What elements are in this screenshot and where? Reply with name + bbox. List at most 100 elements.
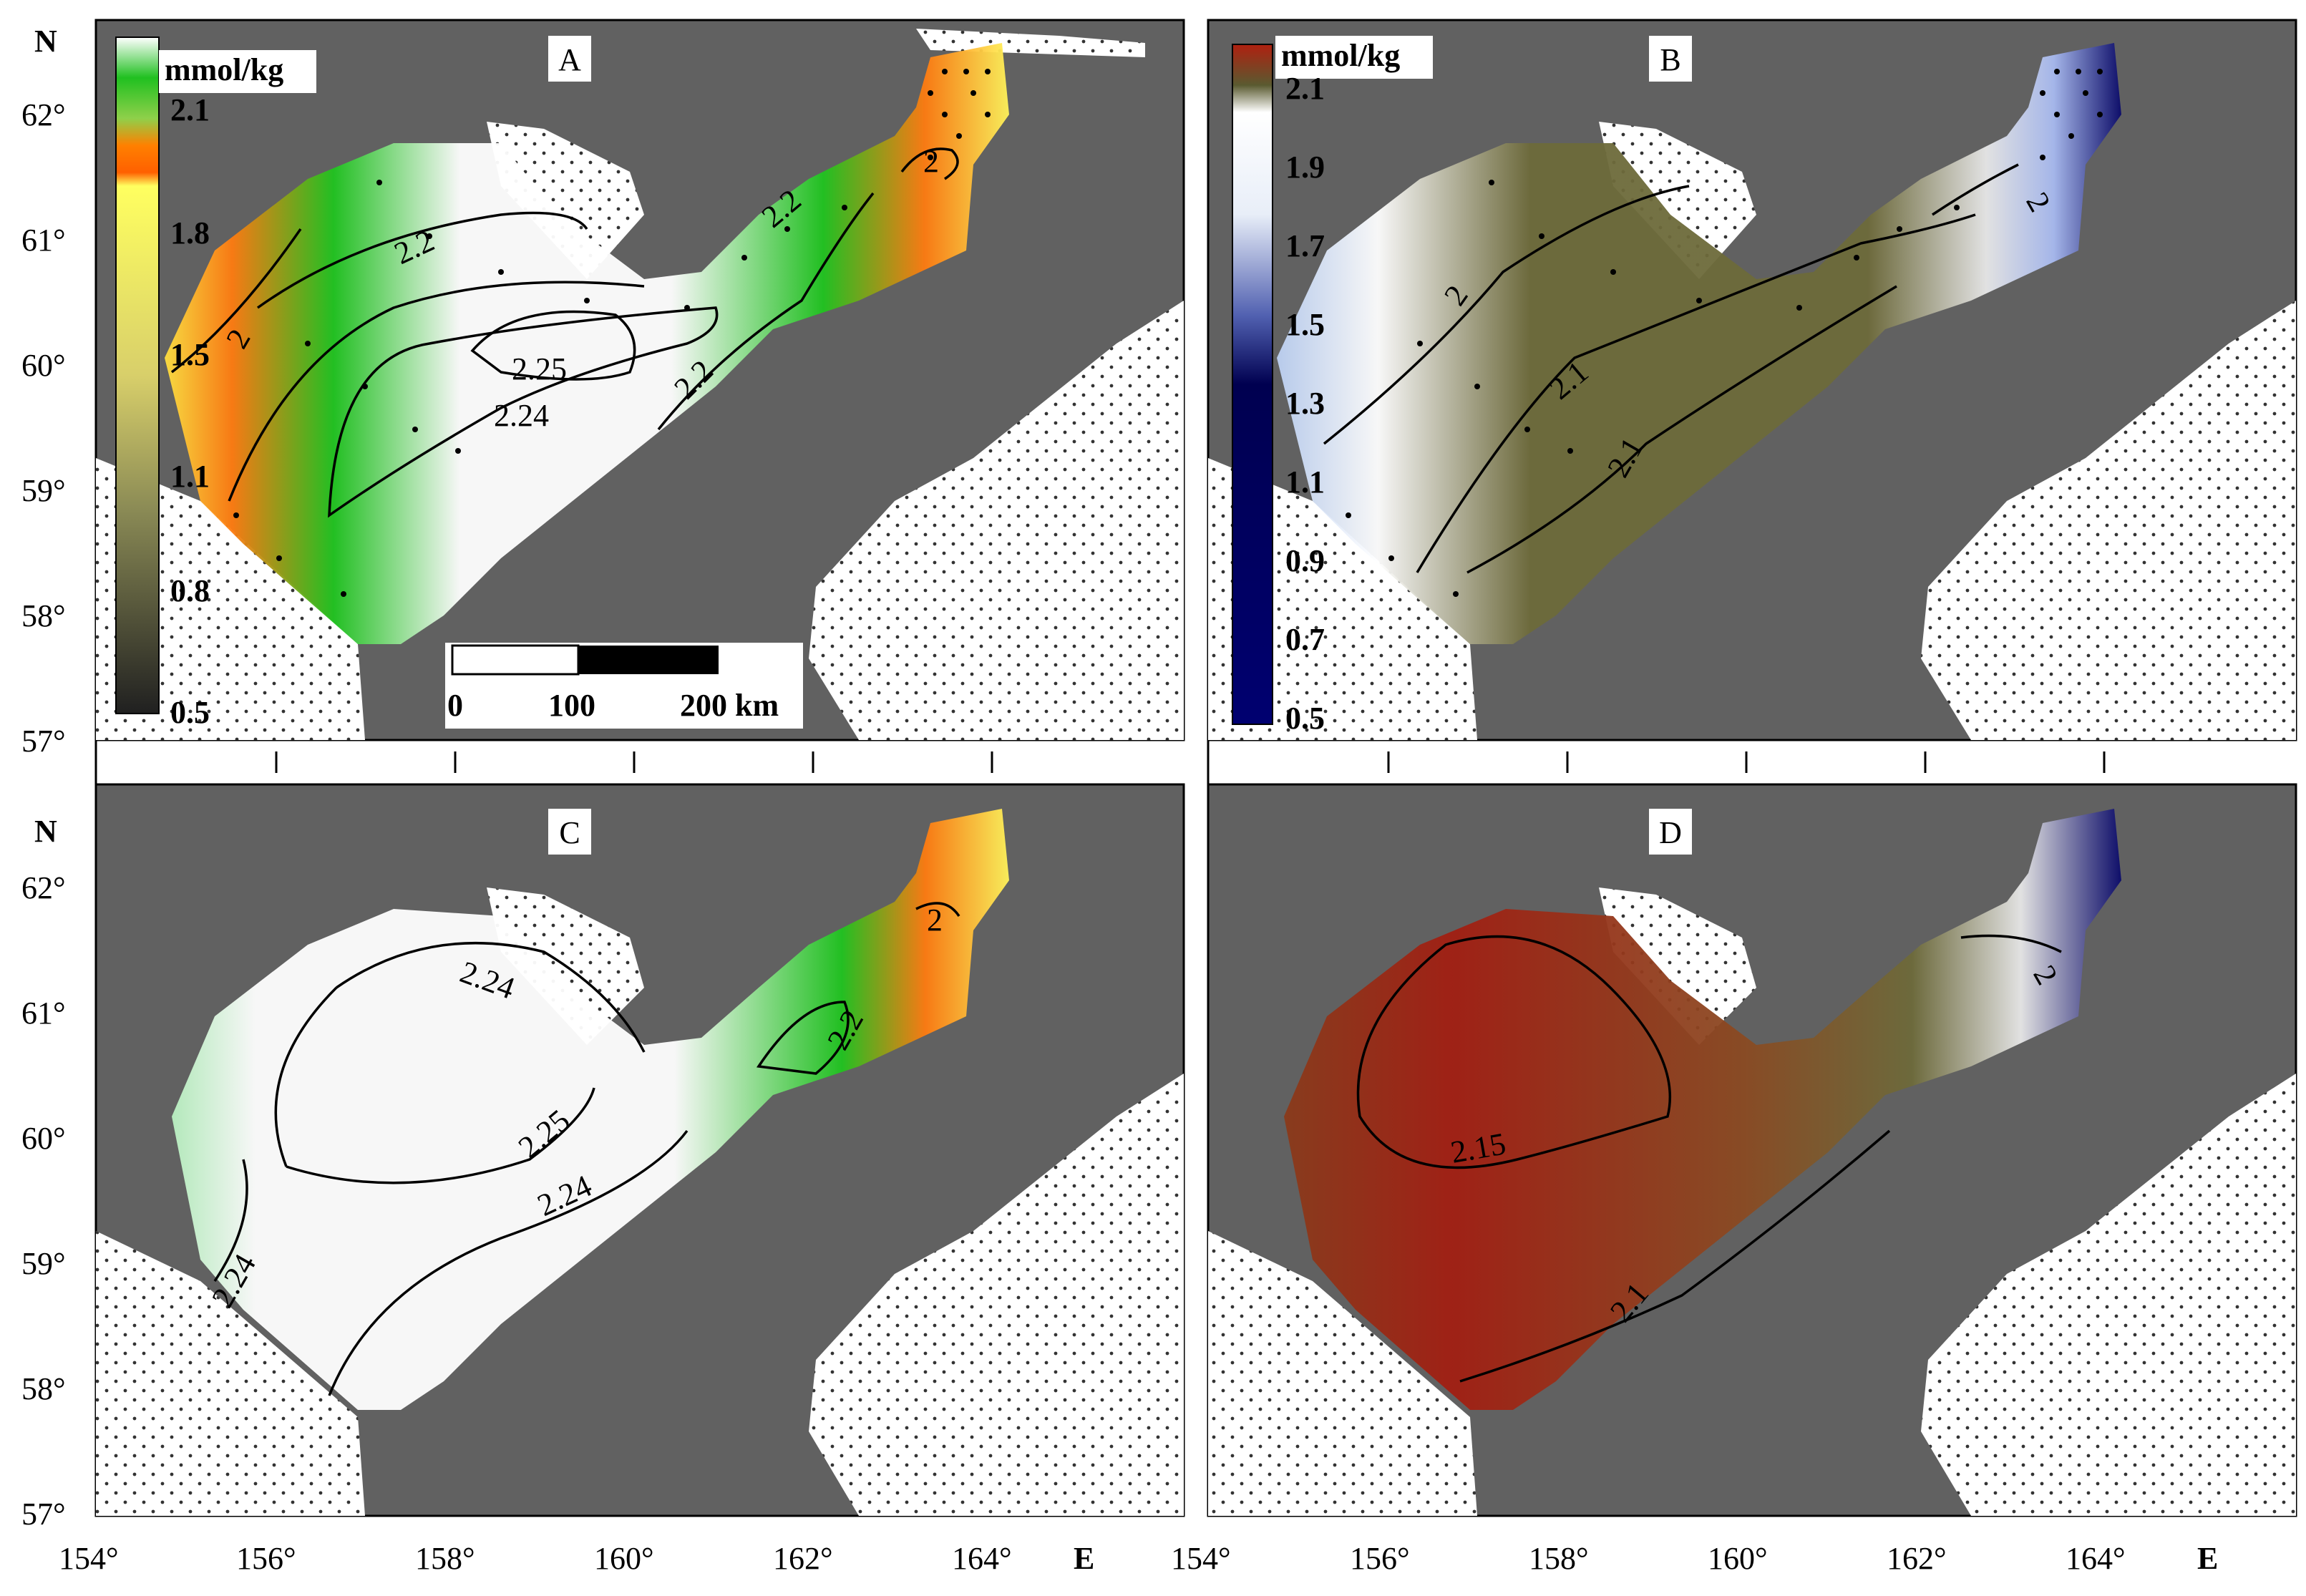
- east-label-right: E: [2197, 1541, 2218, 1576]
- panel-c-letter: C: [559, 815, 580, 850]
- lat-tick-60: 60°: [21, 348, 66, 383]
- panel-b-letter: B: [1660, 42, 1680, 77]
- lon-tick-156-r: 156°: [1350, 1541, 1410, 1576]
- panel-b-unit-bg: [1275, 36, 1433, 79]
- lon-tick-164: 164°: [952, 1541, 1012, 1576]
- panel-b-contour-21-a: [1416, 213, 1976, 573]
- panel-a-dotted-sw: [96, 458, 365, 740]
- panel-b-cbar-tick-8: 0.5: [1285, 701, 1325, 736]
- panel-a-letter: A: [558, 42, 581, 77]
- panel-a-cbar-tick-1: 1.8: [170, 215, 210, 250]
- panel-a-dotted-e: [809, 301, 1184, 740]
- panel-b-dotted-e: [1921, 301, 2296, 740]
- lat-tick-62: 62°: [21, 97, 66, 132]
- lon-tick-164-r: 164°: [2066, 1541, 2126, 1576]
- panel-d-dotted-e: [1921, 1074, 2296, 1516]
- lat-tick-61: 61°: [21, 223, 66, 258]
- panel-a-contour-2-b: [900, 147, 959, 180]
- panel-d-contour-21: [1459, 1129, 1891, 1383]
- panel-b-cbar-tick-5: 1.1: [1285, 464, 1325, 500]
- panel-b-cbar-tick-2: 1.7: [1285, 228, 1325, 263]
- lon-ticks-left: 154° 156° 158° 160° 162° 164°: [59, 1541, 1012, 1576]
- panel-b-colorbar: [1232, 44, 1273, 725]
- lat-tick-61-b: 61°: [21, 996, 66, 1031]
- lon-tick-158: 158°: [415, 1541, 475, 1576]
- north-label-top: N: [34, 24, 57, 59]
- panel-d-sea: [1284, 809, 2121, 1410]
- panel-a-clabel-7: 2: [923, 144, 939, 179]
- panel-a-colorbar: [115, 37, 160, 714]
- panel-a-dotted-ne: [487, 122, 644, 279]
- panel-b-cbar-tick-3: 1.5: [1285, 307, 1325, 342]
- panel-b-dotted-sw: [1208, 458, 1477, 740]
- panel-c-dotted-e: [809, 1074, 1184, 1516]
- panel-a-contour-220-c: [657, 192, 875, 431]
- panel-a-contour-220-a: [256, 211, 588, 309]
- lat-ticks-top: 57° 58° 59° 60° 61° 62°: [21, 97, 66, 759]
- middle-tick-strip: [94, 740, 2106, 784]
- panel-a-unit-bg: [159, 50, 316, 93]
- panel-d-letter-bg: [1649, 809, 1692, 855]
- panel-b-sea: [1277, 43, 2121, 644]
- lat-tick-58-b: 58°: [21, 1371, 66, 1406]
- panel-d: 2.15 2.1 2 D: [1207, 783, 2297, 1517]
- lon-ticks-right: 154° 156° 158° 160° 162° 164°: [1171, 1541, 2126, 1576]
- lon-tick-160: 160°: [594, 1541, 654, 1576]
- lat-tick-60-b: 60°: [21, 1121, 66, 1156]
- panel-b-cbar-tick-4: 1.3: [1285, 386, 1325, 421]
- panel-c-clabel-5: 2: [927, 902, 943, 938]
- panel-a-contour-225: [470, 310, 636, 381]
- scale-bar-label-0: 0: [447, 688, 463, 723]
- panel-b-dotted-ne: [1599, 122, 1756, 279]
- lat-tick-58: 58°: [21, 598, 66, 633]
- panel-b-cbar-tick-7: 0.7: [1285, 622, 1325, 657]
- panel-c-contour-225: [274, 986, 595, 1184]
- panel-a-stations: [233, 69, 991, 597]
- panel-d-contour-215: [1356, 935, 1671, 1169]
- panel-a: 2.2 2.2 2 2.25 2.24 2.2 2 A mmol/kg 2.1 …: [94, 19, 1185, 741]
- panel-a-contour-2-a: [170, 228, 302, 374]
- panel-a-sea: [165, 43, 1009, 644]
- scale-bar-label-100: 100: [548, 688, 595, 723]
- lat-tick-62-b: 62°: [21, 870, 66, 905]
- panel-c-contour-2: [915, 902, 960, 918]
- panel-a-contour-224: [328, 306, 719, 518]
- scale-bar: 0 100 200 km: [445, 643, 803, 729]
- lon-tick-158-r: 158°: [1529, 1541, 1589, 1576]
- panel-d-letter: D: [1659, 815, 1682, 850]
- lon-tick-154-r: 154°: [1171, 1541, 1231, 1576]
- lat-tick-59-b: 59°: [21, 1246, 66, 1281]
- panel-b-stations: [1346, 69, 2103, 597]
- panel-a-colorbar-unit: mmol/kg: [165, 52, 283, 87]
- panel-a-clabel-5: 2.24: [494, 398, 549, 433]
- panel-b-letter-bg: [1649, 36, 1692, 82]
- scale-bar-label-200: 200 km: [680, 688, 779, 723]
- panel-b-cbar-tick-0: 2.1: [1285, 71, 1325, 106]
- panel-c-sea: [172, 809, 1009, 1410]
- panel-a-cbar-tick-0: 2.1: [170, 92, 210, 127]
- panel-d-dotted-sw: [1208, 1231, 1477, 1516]
- panel-b-cbar-tick-6: 0.9: [1285, 543, 1325, 578]
- lat-ticks-bottom: 57° 58° 59° 60° 61° 62°: [21, 870, 66, 1532]
- panel-c-contour-224-b: [328, 1129, 689, 1396]
- panel-b-cbar-tick-1: 1.9: [1285, 150, 1325, 185]
- panel-c: 2.24 2.25 2.24 2.24 2 2.2 C: [94, 783, 1185, 1517]
- panel-a-letter-bg: [548, 36, 591, 82]
- lon-tick-156: 156°: [236, 1541, 296, 1576]
- north-label-bottom: N: [34, 814, 57, 849]
- panel-b-contour-21-b: [1466, 285, 1897, 574]
- panel-a-cbar-tick-2: 1.5: [170, 337, 210, 372]
- panel-b-contour-2-a: [1323, 185, 1690, 445]
- panel-a-cbar-tick-5: 0.5: [170, 695, 210, 730]
- panel-a-contour-220-b: [228, 281, 645, 502]
- panel-c-contour-224-a: [336, 942, 646, 1053]
- lat-tick-57: 57°: [21, 724, 66, 759]
- lat-tick-59: 59°: [21, 473, 66, 508]
- panel-a-cbar-tick-3: 1.1: [170, 459, 210, 494]
- east-label-left: E: [1074, 1541, 1094, 1576]
- lon-tick-162: 162°: [773, 1541, 833, 1576]
- panel-c-contour-22: [756, 1001, 850, 1075]
- panel-c-contour-224-c: [213, 1159, 248, 1282]
- panel-c-letter-bg: [548, 809, 591, 855]
